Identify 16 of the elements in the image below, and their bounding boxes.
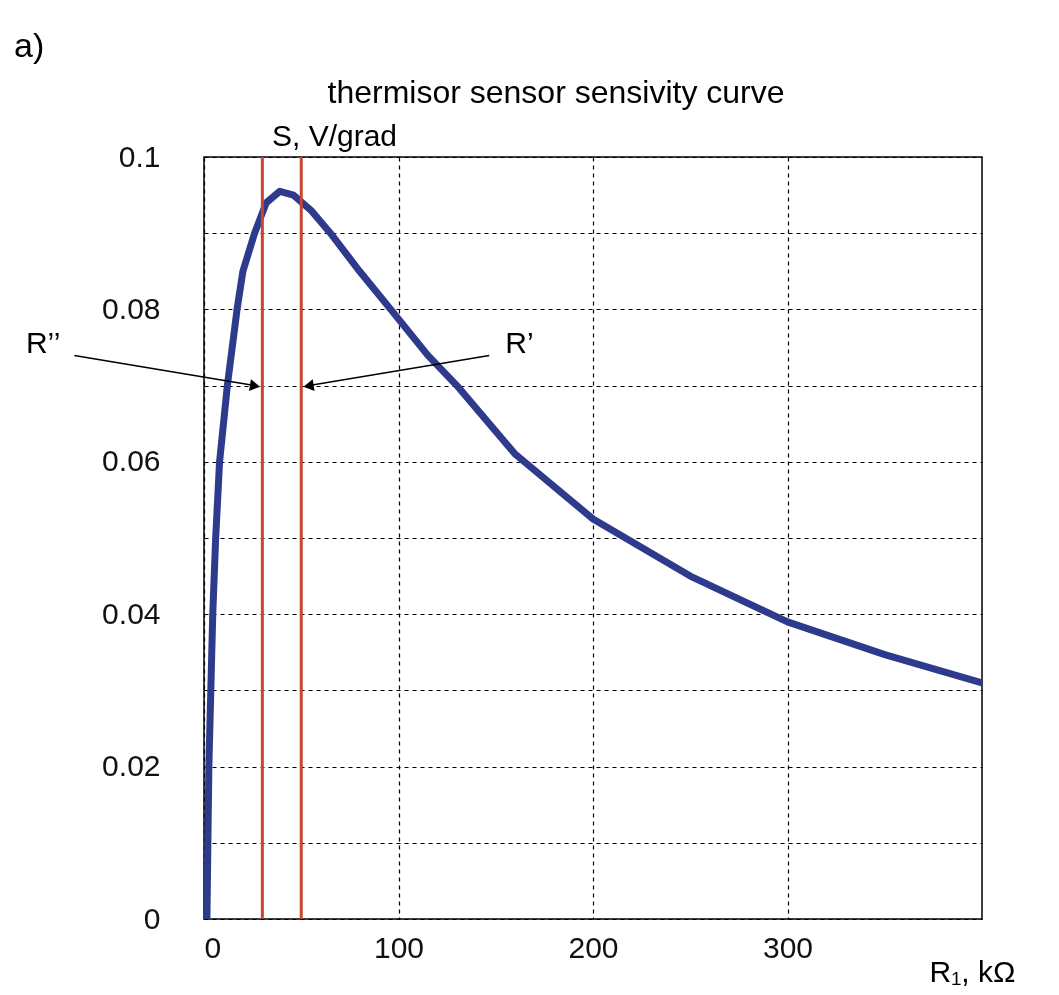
- x-axis-title: R₁, kΩ: [929, 954, 1016, 988]
- x-tick-label: 100: [373, 930, 425, 964]
- x-tick-label: 0: [204, 930, 222, 964]
- x-tick-label: 300: [762, 930, 814, 964]
- annotation: R’’: [25, 325, 61, 359]
- chart-title: thermisor sensor sensivity curve: [327, 74, 785, 110]
- x-tick-label: 200: [568, 930, 619, 964]
- y-tick-label: 0.1: [118, 139, 161, 173]
- y-tick-label: 0.04: [102, 596, 161, 630]
- y-tick-label: 0: [143, 901, 161, 935]
- y-tick-label: 0.08: [102, 291, 161, 325]
- text: a): [14, 26, 45, 64]
- y-axis-title: S, V/grad: [271, 118, 398, 152]
- y-tick-label: 0.06: [102, 444, 161, 478]
- annotation: R’: [505, 325, 534, 359]
- y-tick-label: 0.02: [102, 749, 161, 783]
